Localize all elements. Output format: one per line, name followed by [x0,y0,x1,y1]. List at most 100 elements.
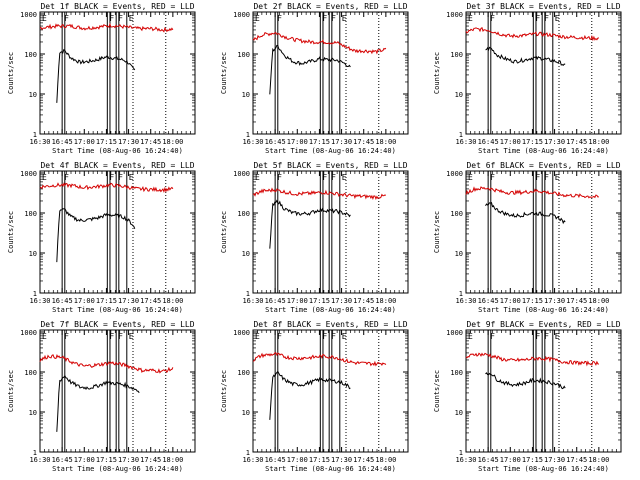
y-axis-label: Counts/sec [7,370,15,412]
y-tick-label: 1 [459,131,463,139]
y-tick-label: 1000 [446,170,463,178]
y-tick-label: 10 [455,91,463,99]
y-tick-label: 1000 [233,329,250,337]
lld-series-line [252,32,387,55]
eclipse-marker-label: E [255,332,260,341]
chart-title: Det 3f BLACK = Events, RED = LLD [466,2,620,11]
events-series-line [485,202,566,225]
eclipse-marker-label: E [555,14,560,23]
y-tick-label: 1 [33,290,37,298]
eclipse-marker-label: E [42,173,47,182]
eclipse-marker-label: E [129,173,134,182]
chart-title: Det 6f BLACK = Events, RED = LLD [466,161,620,170]
y-tick-label: 10 [455,409,463,417]
x-axis-label: Start Time (08-Aug-06 16:24:40) [265,306,396,314]
x-tick-label: 17:15 [96,138,117,146]
flare-marker-label: F [535,332,540,341]
chart-title: Det 2f BLACK = Events, RED = LLD [253,2,407,11]
y-tick-label: 1 [459,449,463,457]
y-tick-label: 1 [246,131,250,139]
x-tick-label: 17:30 [118,138,139,146]
flare-marker-label: F [109,332,114,341]
x-tick-label: 17:15 [309,456,330,464]
x-tick-label: 17:15 [522,297,543,305]
y-tick-label: 100 [450,369,463,377]
y-tick-label: 100 [24,369,37,377]
x-axis-label: Start Time (08-Aug-06 16:24:40) [478,465,609,473]
flare-marker-label: F [109,14,114,23]
x-tick-label: 16:30 [29,138,50,146]
y-axis-label: Counts/sec [220,52,228,94]
chart-title: Det 4f BLACK = Events, RED = LLD [40,161,194,170]
chart-panel-6: Det 6f BLACK = Events, RED = LLD 1 10 100 10… [433,161,622,314]
eclipse-marker-label: E [468,173,473,182]
x-axis-label: Start Time (08-Aug-06 16:24:40) [265,147,396,155]
chart-panel-7: Det 7f BLACK = Events, RED = LLD 1 10 100 10… [7,320,196,473]
plot-frame [252,329,409,453]
chart-panel-1: Det 1f BLACK = Events, RED = LLD 1 10 100 10… [7,2,196,155]
x-tick-label: 17:45 [353,138,374,146]
y-tick-label: 10 [455,250,463,258]
x-tick-label: 17:00 [74,138,95,146]
x-tick-label: 17:00 [500,456,521,464]
y-tick-label: 1000 [446,329,463,337]
plot-frame [465,11,622,135]
lld-series-line [465,352,600,367]
y-axis-label: Counts/sec [220,370,228,412]
chart-panel-5: Det 5f BLACK = Events, RED = LLD 1 10 100 10… [220,161,409,314]
x-tick-label: 16:45 [478,138,499,146]
y-tick-label: 1 [246,290,250,298]
x-tick-label: 16:30 [242,138,263,146]
y-tick-label: 100 [450,51,463,59]
eclipse-marker-label: E [129,14,134,23]
x-tick-label: 18:00 [162,297,183,305]
chart-title: Det 9f BLACK = Events, RED = LLD [466,320,620,329]
flare-marker-label: F [535,173,540,182]
x-tick-label: 18:00 [588,138,609,146]
x-tick-label: 17:45 [140,138,161,146]
x-tick-label: 16:45 [52,456,73,464]
x-tick-label: 18:00 [375,138,396,146]
x-axis-label: Start Time (08-Aug-06 16:24:40) [478,147,609,155]
x-tick-label: 18:00 [588,297,609,305]
x-tick-label: 16:30 [29,456,50,464]
flare-marker-label: F [322,173,327,182]
flare-marker-label: F [490,14,495,23]
eclipse-marker-label: E [468,332,473,341]
flare-marker-label: F [322,14,327,23]
plot-frame [39,11,196,135]
plot-frame [39,170,196,294]
y-axis-label: Counts/sec [433,370,441,412]
flare-marker-label: F [331,332,336,341]
events-series-line [269,44,351,95]
x-tick-label: 17:30 [118,456,139,464]
lld-series-line [465,27,599,42]
flare-marker-label: F [118,332,123,341]
x-tick-label: 17:00 [74,456,95,464]
x-tick-label: 17:00 [500,138,521,146]
x-tick-label: 17:15 [522,456,543,464]
chart-panel-8: Det 8f BLACK = Events, RED = LLD 1 10 100 10… [220,320,409,473]
x-tick-label: 17:45 [566,297,587,305]
flare-marker-label: F [544,173,549,182]
x-axis-label: Start Time (08-Aug-06 16:24:40) [52,147,183,155]
x-tick-label: 16:45 [52,138,73,146]
events-series-line [269,199,351,249]
chart-title: Det 5f BLACK = Events, RED = LLD [253,161,407,170]
y-tick-label: 10 [29,409,37,417]
flare-marker-label: F [277,332,282,341]
flare-marker-label: F [490,173,495,182]
x-tick-label: 17:45 [566,456,587,464]
x-tick-label: 17:00 [287,297,308,305]
x-tick-label: 17:30 [544,297,565,305]
x-tick-label: 17:30 [118,297,139,305]
events-series-line [56,48,136,103]
y-axis-label: Counts/sec [433,211,441,253]
lld-series-line [252,352,387,367]
eclipse-marker-label: E [129,332,134,341]
y-tick-label: 1000 [233,170,250,178]
eclipse-marker-label: E [42,14,47,23]
events-series-line [485,372,566,390]
y-tick-label: 100 [237,369,250,377]
